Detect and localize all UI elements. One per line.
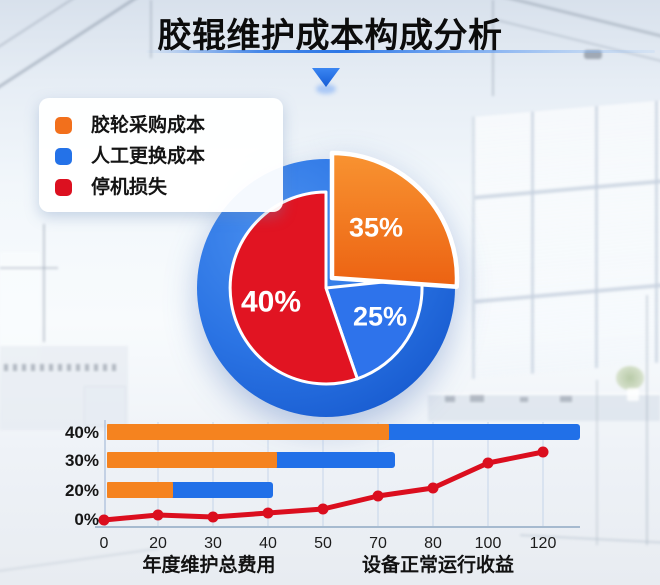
bg-door-frame [646, 295, 648, 545]
trend-point [262, 507, 274, 519]
bg-machine [0, 346, 128, 430]
legend-item-label: 胶轮采购成本 [91, 115, 206, 136]
bg-machine-detail [4, 364, 116, 371]
trend-point [98, 514, 110, 526]
bar-segment-orange [107, 452, 277, 468]
legend-item-labor-cost: 人工更换成本 [55, 141, 283, 172]
page-title: 胶辊维护成本构成分析 [157, 17, 503, 55]
legend-panel: 胶轮采购成本 人工更换成本 停机损失 [39, 98, 283, 212]
triangle-glow [316, 84, 336, 94]
pie-percentage-label: 25% [353, 301, 407, 331]
legend-swatch-red-icon [55, 179, 72, 196]
bg-hanging-wire [150, 0, 152, 58]
pie-percentage-label: 35% [349, 212, 403, 242]
y-tick-label: 30% [65, 451, 99, 470]
bar-segment-blue [273, 452, 395, 468]
pie-percentage-label: 40% [241, 286, 301, 319]
bg-pole [0, 267, 58, 269]
trend-point [152, 509, 164, 521]
legend-item-purchase-cost: 胶轮采购成本 [55, 110, 283, 141]
title-underline [145, 50, 655, 53]
bar-segment-blue [169, 482, 273, 498]
combo-chart: 40% 30% 20% 0%0 20 30 40 50 70 80 100 120 [65, 420, 580, 552]
trend-point [317, 503, 329, 515]
trend-point [207, 511, 219, 523]
pie-chart: 35% 25% 40% [197, 150, 460, 417]
x-tick-label: 40 [259, 535, 277, 552]
bg-workbench [428, 393, 660, 421]
legend-item-label: 人工更换成本 [91, 146, 206, 167]
bg-machine [0, 252, 40, 364]
trend-point [482, 457, 494, 469]
x-axis-title-maintenance: 年度维护总费用 [142, 555, 276, 576]
bg-lamp [584, 50, 602, 59]
y-tick-label: 20% [65, 481, 99, 500]
legend-item-downtime-loss: 停机损失 [55, 172, 283, 203]
y-tick-label: 40% [65, 423, 99, 442]
bg-plant-pot [627, 388, 639, 401]
x-tick-label: 20 [149, 535, 167, 552]
y-tick-label: 0% [74, 510, 99, 529]
trend-point [427, 482, 439, 494]
x-tick-label: 70 [369, 535, 387, 552]
bar-segment-blue [385, 424, 580, 440]
legend-item-label: 停机损失 [91, 177, 168, 198]
x-tick-label: 50 [314, 535, 332, 552]
legend-swatch-orange-icon [55, 117, 72, 134]
bg-hanging-wire [492, 0, 494, 96]
bar-segment-orange [107, 482, 173, 498]
legend-swatch-blue-icon [55, 148, 72, 165]
bg-door-frame [596, 380, 598, 545]
bg-pole [43, 224, 45, 342]
trend-point [372, 490, 384, 502]
x-tick-label: 30 [204, 535, 222, 552]
x-tick-label: 120 [530, 535, 557, 552]
x-tick-label: 100 [475, 535, 502, 552]
x-tick-label: 0 [100, 535, 109, 552]
trend-point [537, 446, 549, 458]
pie-slice-purchase-orange [329, 150, 460, 289]
bar-segment-orange [107, 424, 389, 440]
x-axis-title-revenue: 设备正常运行收益 [361, 555, 514, 576]
x-tick-label: 80 [424, 535, 442, 552]
bg-plant [616, 366, 644, 390]
